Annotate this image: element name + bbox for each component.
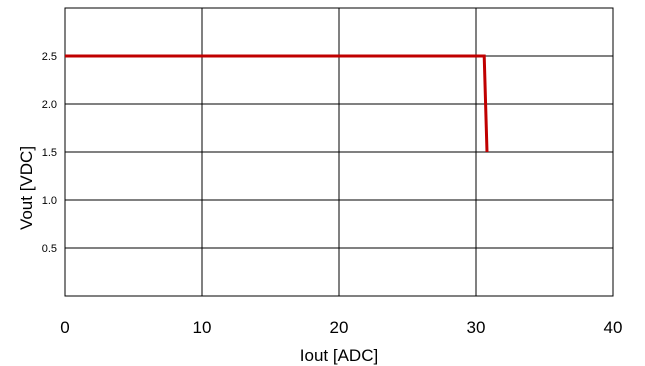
x-tick-label: 40	[604, 318, 623, 337]
x-tick-label: 20	[330, 318, 349, 337]
plot-frame	[64, 7, 614, 297]
y-axis-label: Vout [VDC]	[17, 146, 36, 230]
x-axis-label: Iout [ADC]	[300, 346, 378, 365]
x-tick-label: 30	[467, 318, 486, 337]
y-tick-label: 0.5	[42, 243, 57, 255]
x-tick-label: 0	[60, 318, 69, 337]
series-line	[65, 54, 489, 153]
y-tick-label: 2.5	[42, 51, 57, 63]
y-tick-label: 2.0	[42, 99, 57, 111]
y-tick-label: 1.5	[42, 147, 57, 159]
y-tick-label: 1.0	[42, 195, 57, 207]
grid	[65, 8, 613, 296]
x-tick-label: 10	[193, 318, 212, 337]
series-group	[65, 54, 489, 153]
y-tick-labels: 0.5 1.0 1.5 2.0 2.5	[42, 51, 57, 255]
x-tick-labels: 0 10 20 30 40	[60, 318, 622, 337]
